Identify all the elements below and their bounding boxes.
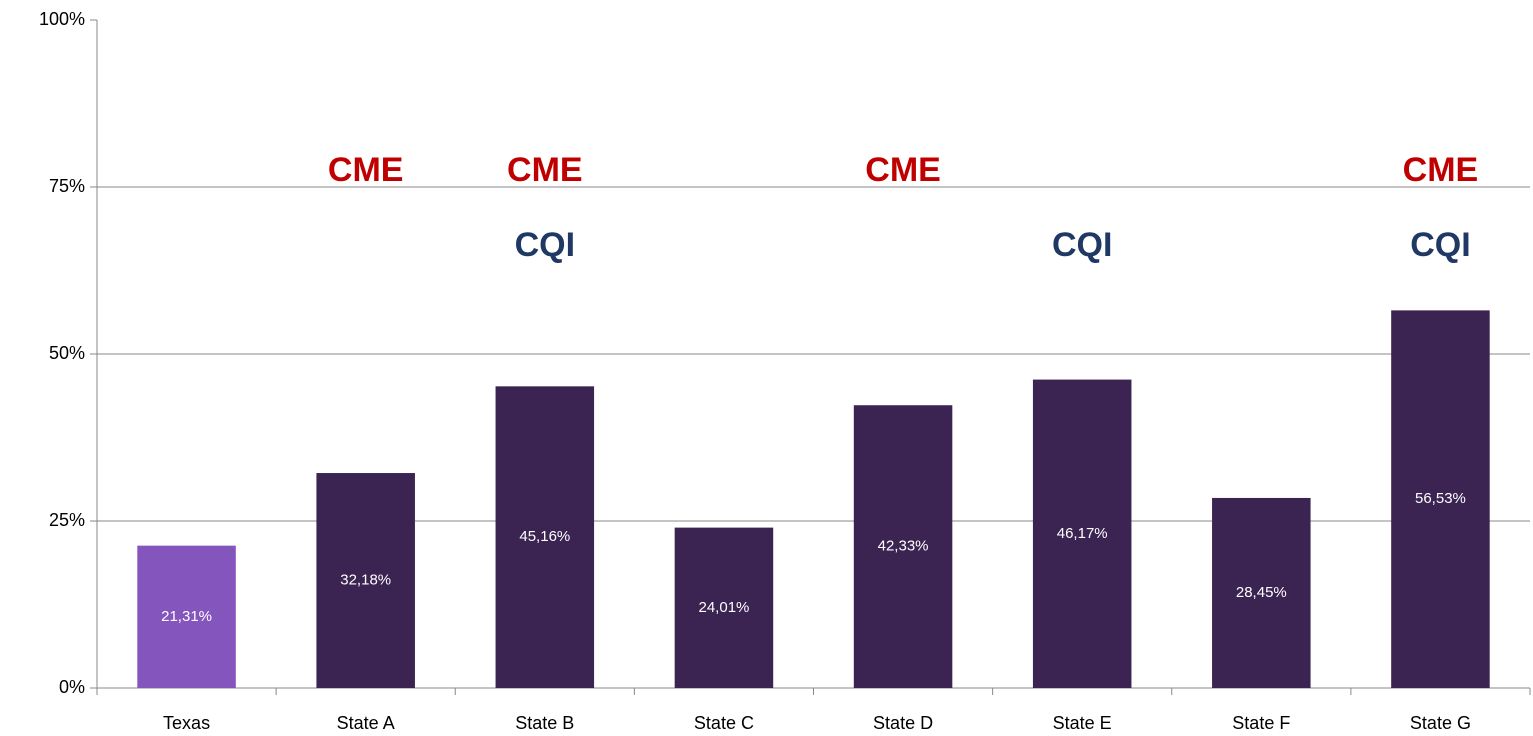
annotation: CME: [1403, 151, 1479, 189]
x-tick-label: Texas: [163, 713, 210, 733]
value-label: 42,33%: [878, 538, 929, 555]
value-label: 45,16%: [519, 528, 570, 545]
value-label: 46,17%: [1057, 525, 1108, 542]
x-tick-label: State G: [1410, 713, 1471, 733]
annotation: CME: [865, 151, 941, 189]
value-label: 56,53%: [1415, 490, 1466, 507]
bar: [495, 386, 595, 688]
value-label: 32,18%: [340, 571, 391, 588]
x-tick-label: State D: [873, 713, 933, 733]
bar: [1391, 310, 1490, 688]
y-tick-label: 25%: [49, 510, 85, 530]
annotation: CQI: [1410, 226, 1470, 264]
bar: [1212, 497, 1311, 688]
annotation: CME: [507, 151, 583, 189]
y-tick-label: 75%: [49, 176, 85, 196]
y-tick-label: 50%: [49, 343, 85, 363]
annotation: CME: [328, 151, 404, 189]
bar: [137, 545, 236, 688]
x-tick-label: State C: [694, 713, 754, 733]
x-tick-label: State F: [1232, 713, 1290, 733]
annotation: CQI: [515, 226, 575, 264]
x-tick-label: State A: [337, 713, 395, 733]
annotation: CQI: [1052, 226, 1112, 264]
y-tick-label: 0%: [59, 677, 85, 697]
bar: [316, 473, 415, 688]
bar: [853, 405, 953, 688]
value-label: 28,45%: [1236, 584, 1287, 601]
x-tick-label: State E: [1053, 713, 1112, 733]
y-tick-label: 100%: [39, 9, 85, 29]
value-label: 24,01%: [699, 599, 750, 616]
bar: [674, 527, 774, 688]
x-tick-label: State B: [515, 713, 574, 733]
value-label: 21,31%: [161, 608, 212, 625]
bar: [1032, 379, 1132, 688]
